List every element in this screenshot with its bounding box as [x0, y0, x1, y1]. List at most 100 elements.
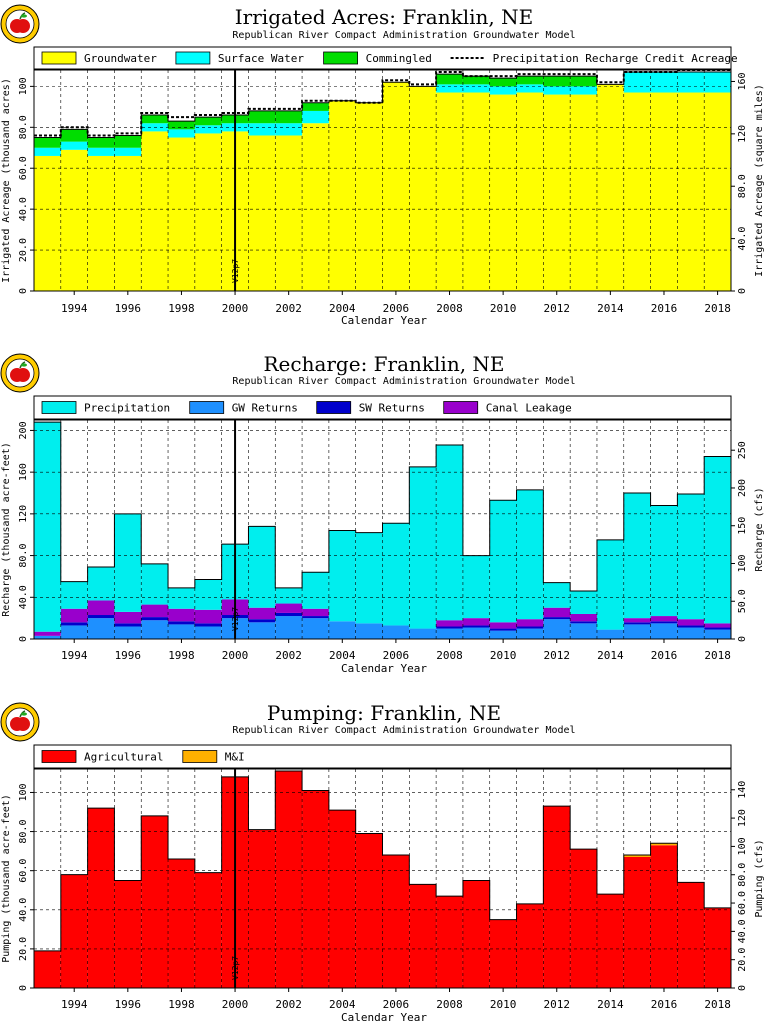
bar-segment: [543, 94, 571, 291]
bar-segment: [650, 72, 678, 93]
bar-segment: [355, 833, 383, 988]
x-tick-label: 2016: [651, 302, 678, 315]
bar-segment: [570, 591, 597, 614]
bar-segment: [275, 587, 303, 604]
x-tick-label: 2008: [436, 302, 463, 315]
bar-segment: [650, 845, 678, 988]
chart-subtitle: Republican River Compact Administration …: [232, 30, 575, 41]
bar-segment: [302, 110, 329, 124]
bar-segment: [543, 86, 571, 95]
bar-segment: [543, 619, 571, 639]
y-tick-label: 80.0: [18, 544, 29, 568]
x-tick-label: 2018: [704, 998, 731, 1011]
total-outline: [34, 770, 731, 952]
bar-segment: [516, 489, 544, 620]
bar-segment: [570, 94, 597, 291]
bar-segment: [704, 456, 731, 624]
y-tick-label: 40.0: [18, 898, 29, 922]
bar-segment: [650, 623, 678, 639]
legend-swatch: [41, 401, 77, 414]
y-tick-label: 20.0: [18, 238, 29, 262]
legend-swatch: [443, 401, 479, 414]
series-commingled: [34, 74, 597, 148]
bar-segment: [141, 617, 169, 621]
bar-segment: [677, 882, 705, 988]
series-canal-leakage: [34, 599, 731, 636]
bar-segment: [489, 78, 517, 87]
bar-segment: [516, 903, 544, 988]
bar-segment: [543, 582, 571, 608]
bar-segment: [114, 513, 142, 612]
bar-segment: [248, 526, 276, 608]
bar-segment: [489, 500, 517, 623]
bar-segment: [275, 123, 303, 136]
bar-segment: [168, 858, 195, 988]
chart-title: Pumping: Franklin, NE: [267, 701, 501, 725]
event-marker-label: V12p7: [231, 259, 240, 283]
bar-segment: [462, 92, 490, 291]
apple-icon-right: [16, 717, 30, 731]
grid-lines: [34, 769, 731, 988]
x-tick-label: 2002: [275, 649, 302, 662]
bar-segment: [87, 615, 115, 619]
bar-segment: [168, 137, 195, 291]
bar-segment: [302, 608, 329, 617]
y-tick-label: 60.0: [18, 156, 29, 180]
x-tick-label: 2012: [544, 649, 571, 662]
apple-icon-right: [16, 368, 30, 382]
bar-segment: [168, 621, 195, 625]
bar-segment: [248, 123, 276, 136]
y-axis-label: Irrigated Acreage (thousand acres): [1, 78, 12, 283]
bar-segment: [87, 600, 115, 616]
bar-segment: [355, 532, 383, 624]
x-tick-label: 1998: [168, 302, 195, 315]
bar-segment: [596, 539, 624, 630]
x-tick-label: 1994: [61, 998, 88, 1011]
y-tick-label: 200: [18, 421, 29, 439]
y-tick-label: 80.0: [18, 115, 29, 139]
bar-segment: [623, 622, 651, 625]
bar-segment: [623, 618, 651, 623]
y-right-tick-label: 60.0: [737, 891, 748, 915]
bar-segment: [302, 123, 329, 291]
y-tick-label: 40.0: [18, 197, 29, 221]
bar-segment: [114, 147, 142, 156]
legend-label: Precipitation: [84, 402, 170, 415]
x-tick-label: 2014: [597, 998, 624, 1011]
bar-segment: [114, 623, 142, 627]
chart-panel-irrigated: Irrigated Acres: Franklin, NERepublican …: [0, 4, 765, 327]
bar-segment: [355, 623, 383, 639]
bar-segment: [34, 422, 61, 632]
y-tick-label: 60.0: [18, 859, 29, 883]
bar-segment: [60, 608, 88, 623]
apple-icon-right: [16, 19, 30, 33]
bar-segment: [34, 631, 61, 636]
bar-segment: [677, 619, 705, 626]
bar-segment: [34, 635, 61, 639]
bar-segment: [436, 628, 463, 639]
legend-swatch: [316, 401, 352, 414]
bar-segment: [34, 950, 61, 988]
bar-segment: [489, 630, 517, 639]
legend-swatch: [189, 401, 225, 414]
chart-title: Irrigated Acres: Franklin, NE: [235, 5, 533, 29]
y-right-tick-label: 120: [737, 809, 748, 827]
bar-segment: [248, 622, 276, 639]
bar-segment: [34, 147, 61, 156]
y-right-axis-label: Irrigated Acreage (square miles): [754, 84, 765, 277]
bar-segment: [623, 72, 651, 93]
y-right-tick-label: 100: [737, 554, 748, 572]
x-tick-label: 2006: [383, 302, 410, 315]
bar-segment: [248, 110, 276, 124]
y-right-tick-label: 50.0: [737, 589, 748, 613]
bar-segment: [328, 530, 356, 622]
bar-segment: [677, 625, 705, 628]
legend-swatch: [323, 51, 359, 65]
bar-segment: [168, 624, 195, 639]
series-m-i: [623, 843, 678, 857]
bar-segment: [436, 84, 463, 93]
bar-segment: [194, 125, 222, 134]
bar-segment: [570, 613, 597, 622]
bar-segment: [650, 505, 678, 617]
bar-segment: [328, 810, 356, 988]
